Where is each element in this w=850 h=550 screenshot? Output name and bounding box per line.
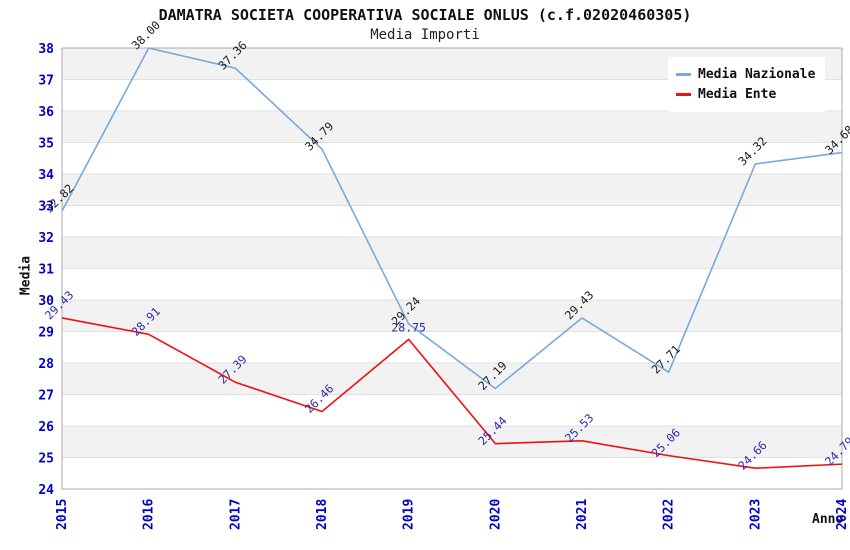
y-tick-label: 36: [38, 105, 54, 120]
series-line: [61, 47, 843, 390]
y-tick-label: 27: [38, 389, 54, 404]
y-tick-label: 29: [38, 326, 54, 341]
grid-band: [62, 174, 842, 206]
grid-band: [62, 300, 842, 332]
grid-band: [62, 363, 842, 395]
x-tick-label: 2019: [402, 499, 417, 530]
y-tick-label: 31: [38, 263, 54, 278]
legend-series-label: Media Nazionale: [698, 66, 816, 82]
y-tick-label: 34: [38, 168, 54, 183]
x-axis-title: Anno: [812, 512, 844, 527]
x-tick-label: 2017: [228, 499, 243, 530]
legend-line-swatch: [676, 92, 691, 96]
x-tick-label: 2024: [835, 499, 850, 530]
y-tick-label: 28: [38, 357, 54, 372]
y-tick-label: 32: [38, 231, 54, 246]
data-point-label: 28.75: [391, 320, 426, 334]
chart-title: DAMATRA SOCIETA COOPERATIVA SOCIALE ONLU…: [158, 6, 692, 24]
legend-item: Media Ente: [676, 84, 815, 104]
x-tick-label: 2021: [575, 499, 590, 530]
y-tick-label: 24: [38, 483, 54, 498]
y-tick-label: 37: [38, 74, 54, 89]
series-line: [61, 317, 843, 470]
x-tick-label: 2020: [488, 499, 503, 530]
grid-band: [62, 111, 842, 143]
x-tick-label: 2023: [748, 499, 763, 530]
y-tick-label: 30: [38, 294, 54, 309]
legend-item: Media Nazionale: [676, 64, 815, 84]
data-point-label: 38.00: [129, 18, 163, 52]
x-tick-label: 2018: [315, 499, 330, 530]
plot-border: [61, 47, 843, 490]
y-tick-label: 33: [38, 200, 54, 215]
x-tick-label: 2016: [142, 499, 157, 530]
grid-band: [62, 426, 842, 458]
y-tick-label: 38: [38, 42, 54, 57]
legend-series-label: Media Ente: [698, 86, 777, 102]
x-tick-label: 2015: [55, 499, 70, 530]
legend-line-swatch: [676, 72, 691, 76]
chart-subtitle: Media Importi: [370, 27, 480, 43]
chart-legend: Media Nazionale Media Ente: [668, 57, 826, 112]
x-tick-label: 2022: [662, 499, 677, 530]
y-tick-label: 26: [38, 420, 54, 435]
grid-band: [62, 237, 842, 269]
y-tick-label: 25: [38, 452, 54, 467]
y-tick-label: 35: [38, 137, 54, 152]
